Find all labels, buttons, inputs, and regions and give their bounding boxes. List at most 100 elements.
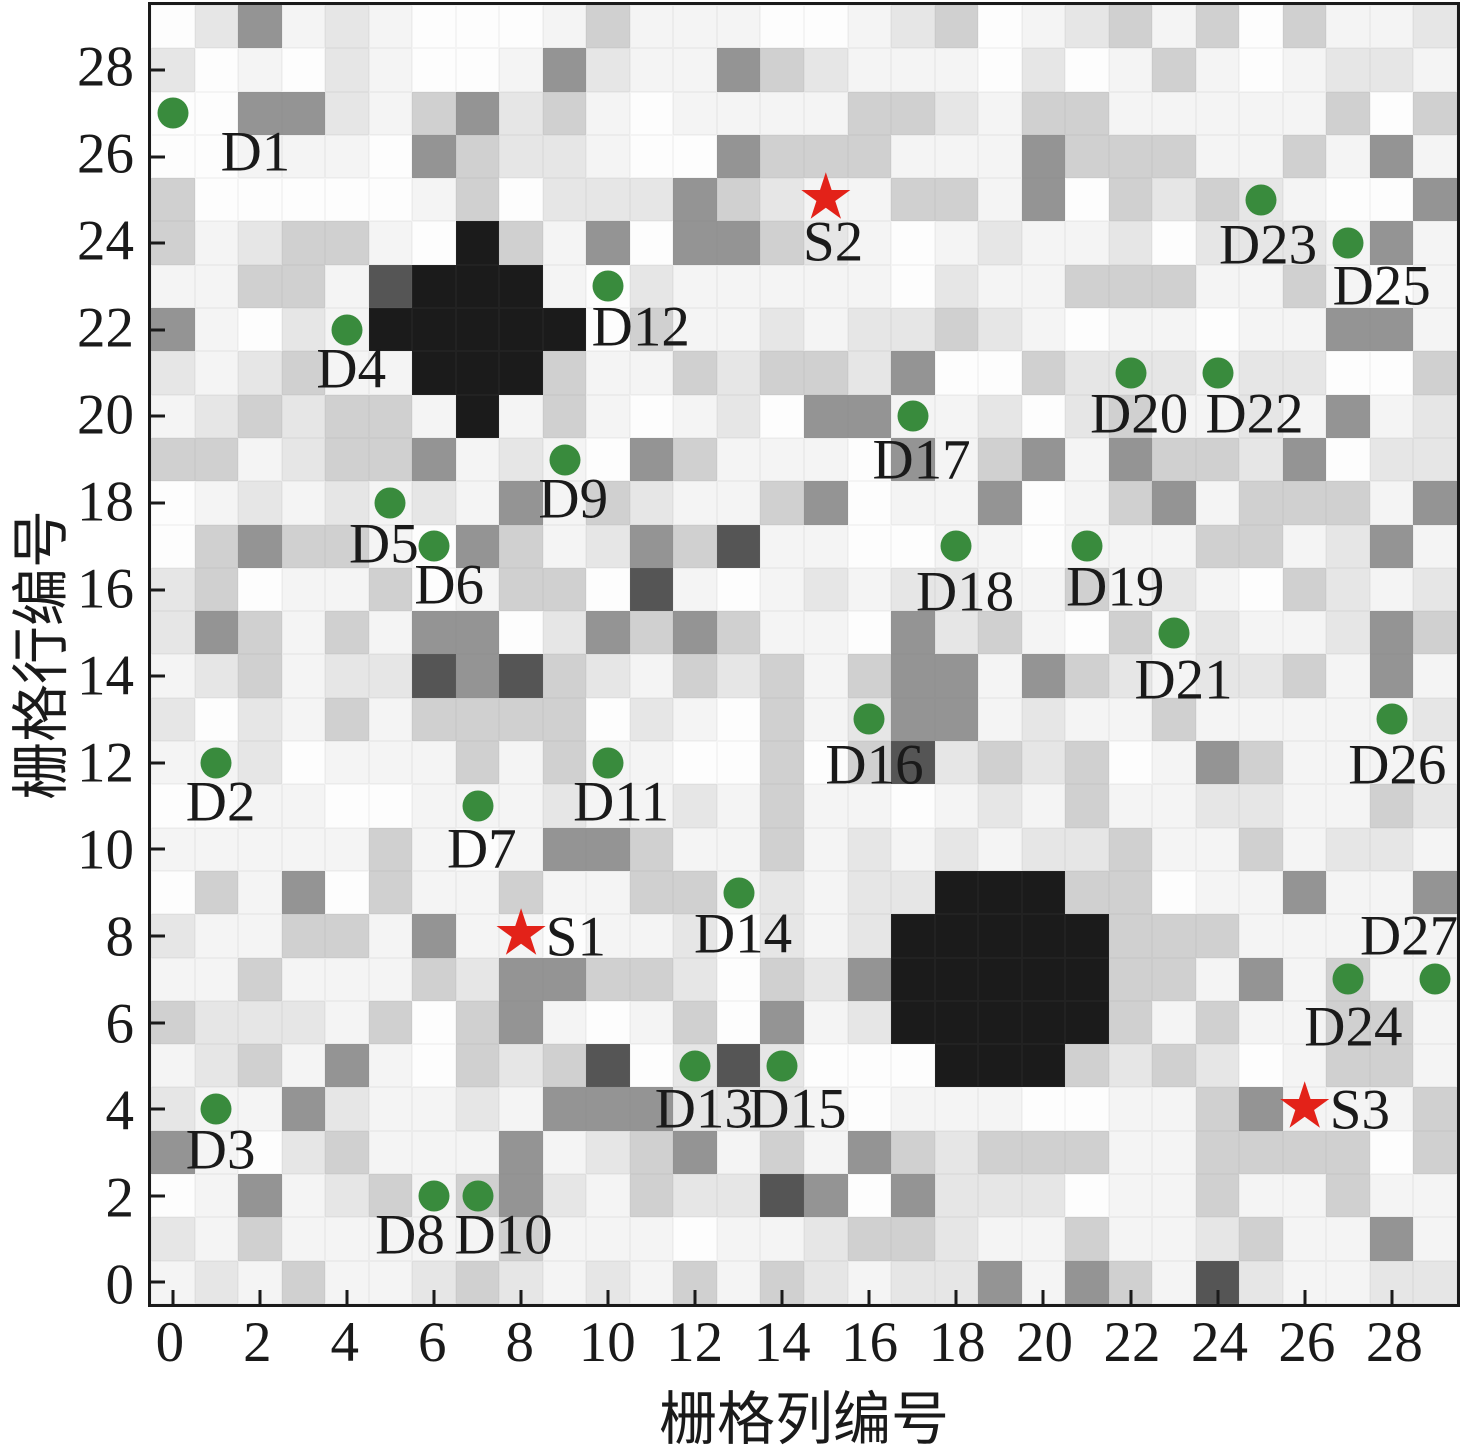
grid-cell	[629, 567, 674, 612]
grid-cell	[1108, 134, 1153, 179]
grid-cell	[1413, 91, 1457, 135]
grid-cell	[716, 697, 761, 742]
grid-cell	[1021, 308, 1066, 352]
y-tick-label: 22	[77, 296, 134, 360]
y-tick-label: 0	[105, 1253, 135, 1317]
grid-cell	[325, 5, 369, 49]
grid-cell	[238, 741, 282, 785]
grid-cell	[281, 870, 326, 915]
grid-cell	[716, 351, 761, 395]
detector-label-d22: D22	[1205, 382, 1304, 446]
grid-cell	[1326, 1044, 1370, 1088]
grid-cell	[281, 1000, 326, 1045]
x-tick-labels: 0 2 4 6 8 10 12 14 16 18 20 22 24 26 28	[148, 1313, 1460, 1375]
grid-cell	[978, 567, 1022, 612]
grid-cell	[1065, 5, 1109, 49]
detector-label-d13: D13	[654, 1077, 753, 1141]
grid-cell	[1195, 827, 1240, 871]
grid-cell	[1369, 48, 1414, 92]
detector-label-d7: D7	[447, 817, 517, 881]
grid-cell	[803, 134, 848, 179]
grid-cell	[760, 1217, 804, 1261]
grid-cell	[847, 1000, 892, 1045]
grid-cell	[934, 567, 979, 612]
grid-cell	[281, 178, 326, 222]
grid-cell	[325, 741, 369, 785]
grid-cell	[673, 611, 717, 655]
grid-cell	[455, 524, 500, 568]
grid-cell	[368, 394, 413, 438]
grid-cell	[499, 394, 543, 438]
x-tick-label: 10	[578, 1311, 636, 1374]
y-tick-label: 28	[77, 35, 134, 99]
grid-cell	[803, 178, 848, 222]
grid-cell	[499, 481, 543, 525]
grid-cell	[542, 827, 587, 871]
grid-cell	[281, 481, 326, 525]
grid-cell	[455, 1087, 500, 1131]
grid-cell	[1152, 5, 1196, 49]
x-tick-label: 8	[505, 1311, 534, 1374]
grid-cell	[891, 178, 935, 222]
x-tick-label: 6	[418, 1311, 447, 1374]
y-tick	[151, 847, 165, 851]
grid-cell	[194, 1174, 239, 1218]
grid-cell	[716, 264, 761, 309]
grid-cell	[716, 784, 761, 828]
grid-cell	[1282, 394, 1327, 438]
grid-cell	[629, 5, 674, 49]
grid-cell	[325, 437, 369, 482]
detector-marker-d5	[374, 487, 406, 519]
grid-cell	[716, 48, 761, 92]
grid-cell	[629, 91, 674, 135]
grid-cell	[934, 5, 979, 49]
grid-cell	[629, 1044, 674, 1088]
detector-marker-d27	[1419, 963, 1451, 995]
obstacle-cell	[891, 1000, 935, 1045]
grid-cell	[1108, 1044, 1153, 1088]
grid-cell	[1195, 741, 1240, 785]
grid-cell	[238, 827, 282, 871]
grid-cell	[760, 741, 804, 785]
grid-cell	[238, 524, 282, 568]
grid-cell	[1413, 394, 1457, 438]
grid-cell	[760, 567, 804, 612]
obstacle-cell	[978, 914, 1022, 958]
grid-cell	[978, 524, 1022, 568]
grid-cell	[1413, 567, 1457, 612]
grid-cell	[1021, 221, 1066, 265]
grid-cell	[194, 697, 239, 742]
grid-cell	[1326, 437, 1370, 482]
grid-cell	[1413, 1000, 1457, 1045]
y-tick-label: 24	[77, 209, 134, 273]
grid-cell	[455, 697, 500, 742]
obstacle-cell	[1065, 1000, 1109, 1045]
grid-cell	[238, 1044, 282, 1088]
grid-cell	[673, 1174, 717, 1218]
grid-cell	[281, 437, 326, 482]
x-tick	[1041, 1290, 1045, 1304]
detector-label-d15: D15	[748, 1077, 847, 1141]
grid-cell	[151, 1217, 195, 1261]
grid-cell	[586, 524, 630, 568]
grid-cell	[368, 221, 413, 265]
grid-cell	[586, 481, 630, 525]
grid-cell	[368, 654, 413, 698]
grid-cell	[760, 914, 804, 958]
grid-cell	[629, 1087, 674, 1131]
grid-cell	[716, 91, 761, 135]
grid-cell	[499, 611, 543, 655]
x-tick	[258, 1290, 262, 1304]
grid-cell	[1021, 264, 1066, 309]
grid-cell	[1065, 394, 1109, 438]
grid-cell	[1152, 308, 1196, 352]
grid-cell	[978, 1130, 1022, 1175]
grid-cell	[1326, 524, 1370, 568]
grid-cell	[1326, 134, 1370, 179]
grid-cell	[412, 221, 456, 265]
grid-cell	[1065, 1044, 1109, 1088]
grid-cell	[194, 567, 239, 612]
grid-cell	[412, 1217, 456, 1261]
detector-marker-d13	[679, 1050, 711, 1082]
grid-cell	[1326, 264, 1370, 309]
